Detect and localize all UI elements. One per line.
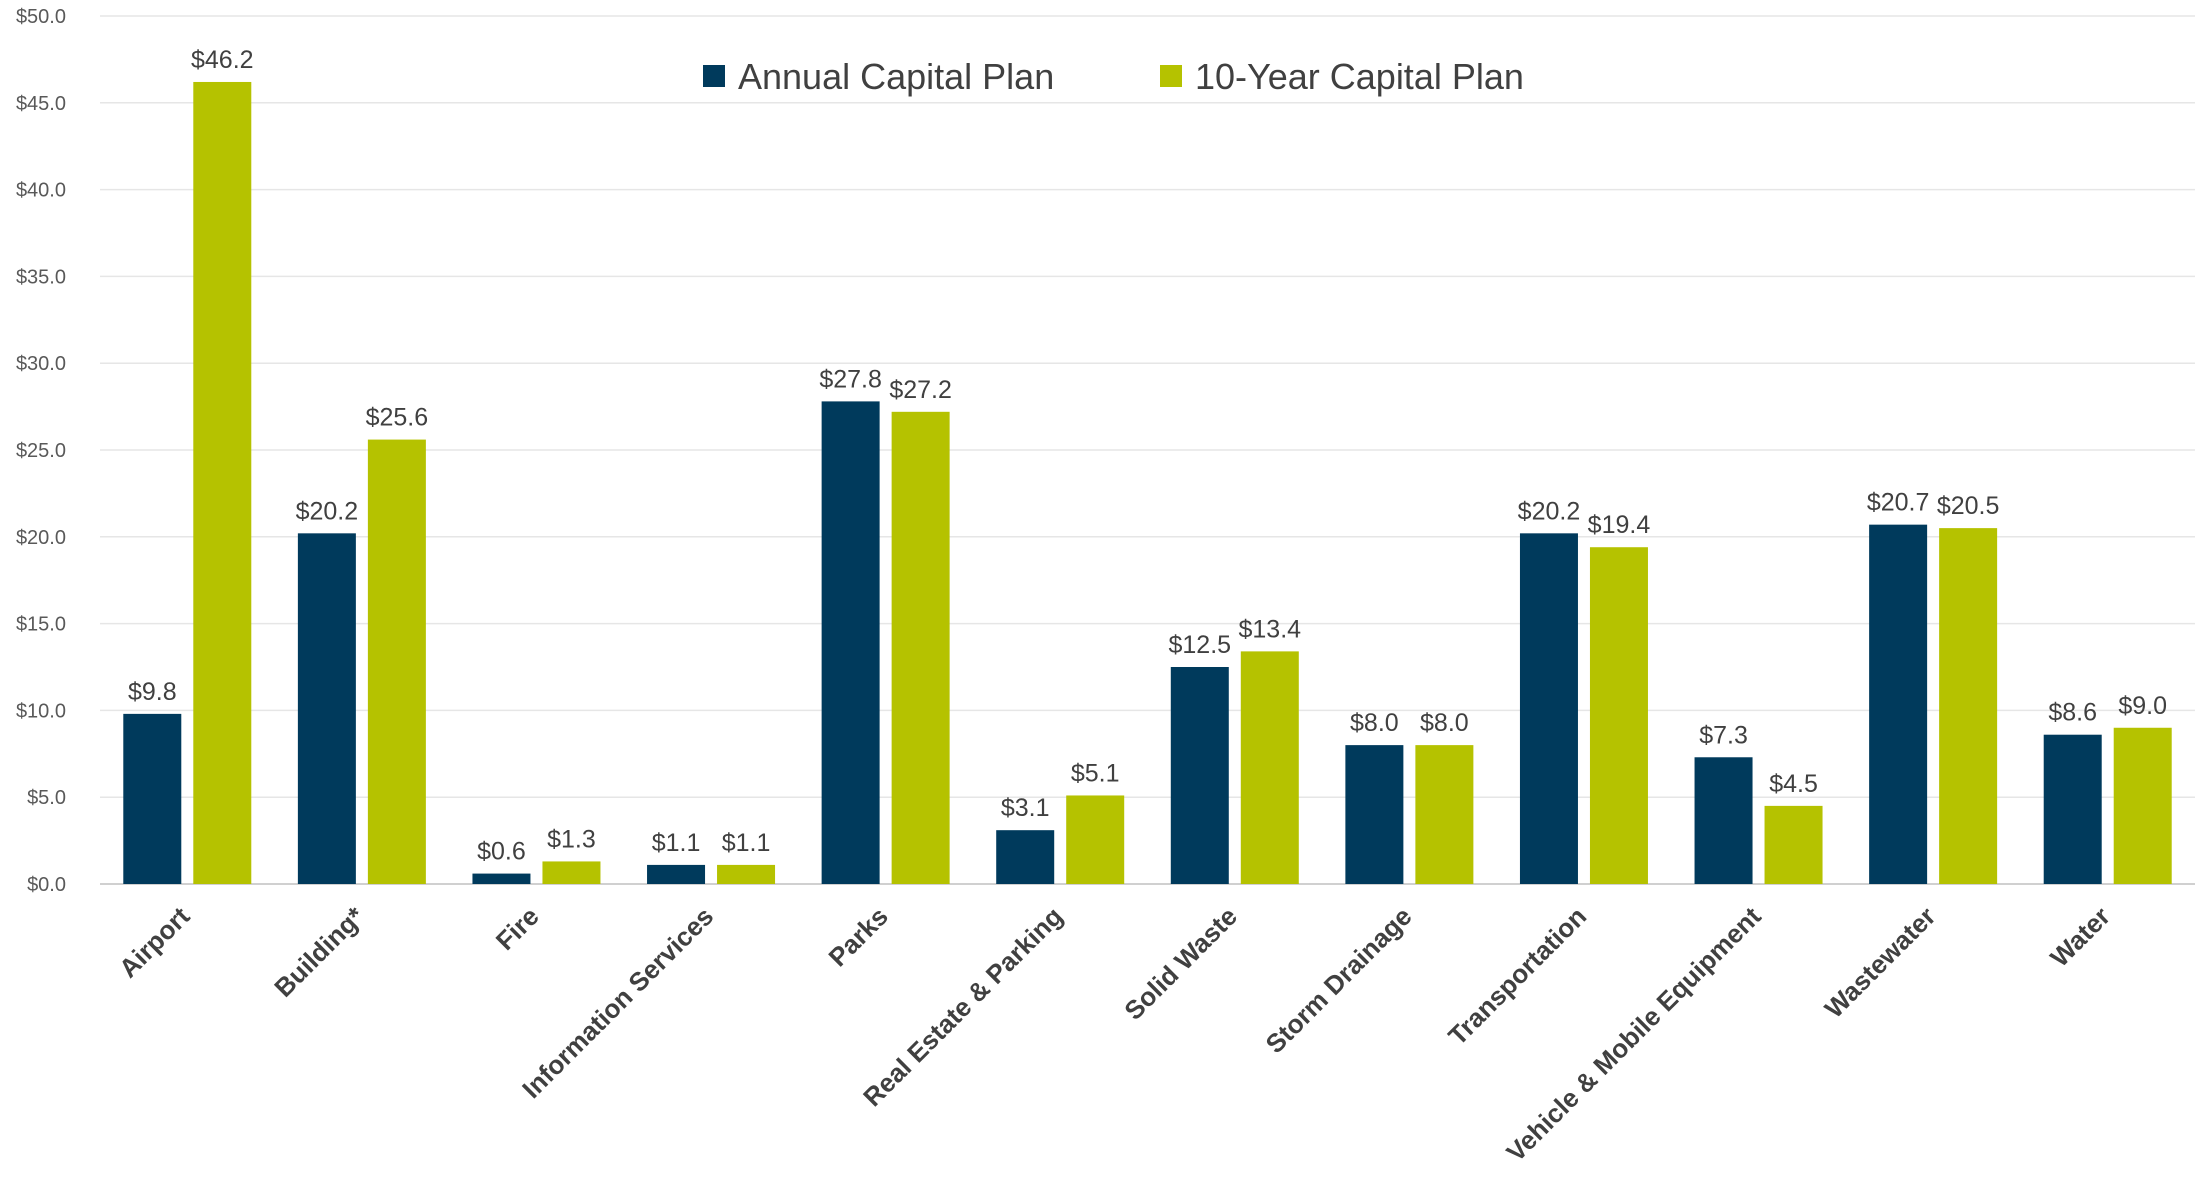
bar (996, 830, 1055, 884)
bar (2113, 727, 2172, 884)
legend-item: Annual Capital Plan (703, 56, 1054, 97)
bar (1345, 745, 1404, 884)
bar (1066, 795, 1125, 884)
y-tick-label: $40.0 (16, 180, 66, 202)
legend-swatch (703, 65, 725, 87)
data-label: $7.3 (1699, 721, 1748, 749)
x-tick-label: Real Estate & Parking (857, 901, 1068, 1112)
x-tick-label: Airport (113, 901, 196, 984)
bar (367, 439, 426, 884)
data-label: $4.5 (1769, 770, 1818, 798)
data-label: $1.1 (652, 829, 701, 857)
data-label: $9.8 (128, 678, 177, 706)
data-label: $46.2 (191, 46, 254, 74)
data-label: $27.8 (819, 365, 882, 393)
data-label: $9.0 (2118, 692, 2167, 720)
y-tick-label: $30.0 (16, 353, 66, 375)
y-tick-label: $15.0 (16, 614, 66, 636)
data-label: $20.2 (296, 497, 359, 525)
data-label: $8.0 (1420, 709, 1469, 737)
x-tick-label: Fire (490, 901, 545, 956)
y-tick-label: $0.0 (27, 874, 66, 896)
y-tick-label: $35.0 (16, 266, 66, 288)
data-label: $13.4 (1239, 615, 1302, 643)
bar (1589, 547, 1648, 884)
bar (2043, 734, 2102, 884)
bar (123, 713, 182, 884)
bar (1694, 757, 1753, 884)
x-tick-label: Storm Drainage (1260, 901, 1418, 1059)
bar (1939, 528, 1998, 884)
bar (1240, 651, 1299, 884)
x-tick-label: Water (2044, 901, 2116, 973)
legend-swatch (1160, 65, 1182, 87)
x-tick-label: Building* (268, 900, 371, 1003)
legend-label: 10-Year Capital Plan (1195, 56, 1524, 97)
bar (542, 861, 601, 884)
data-label: $12.5 (1169, 631, 1232, 659)
data-label: $1.1 (722, 829, 771, 857)
data-labels: $9.8 $46.2 $20.2 $25.6 $0.6 $1.3 $1.1 $1.1 $27.8… (128, 46, 2167, 866)
bars (123, 81, 2172, 884)
data-label: $8.0 (1350, 709, 1399, 737)
x-tick-label: Parks (823, 901, 894, 972)
data-label: $0.6 (477, 838, 526, 866)
bar (1869, 524, 1928, 884)
bar (891, 411, 950, 884)
y-tick-label: $45.0 (16, 93, 66, 115)
x-tick-label: Wastewater (1819, 901, 1942, 1024)
data-label: $5.1 (1071, 759, 1120, 787)
y-tick-label: $25.0 (16, 440, 66, 462)
y-tick-label: $10.0 (16, 700, 66, 722)
legend-label: Annual Capital Plan (738, 56, 1054, 97)
bar (472, 873, 531, 884)
data-label: $8.6 (2048, 699, 2097, 727)
y-tick-label: $20.0 (16, 527, 66, 549)
bar (821, 401, 880, 884)
legend: Annual Capital Plan 10-Year Capital Plan (703, 56, 1524, 97)
data-label: $20.7 (1867, 489, 1930, 517)
x-tick-label: Information Services (516, 901, 719, 1104)
data-label: $27.2 (889, 376, 952, 404)
data-label: $20.5 (1937, 492, 2000, 520)
bar (717, 864, 776, 884)
y-tick-label: $50.0 (16, 6, 66, 28)
x-tick-label: Transportation (1442, 901, 1592, 1051)
bar (1764, 805, 1823, 884)
bar (647, 864, 706, 884)
y-tick-label: $5.0 (27, 787, 66, 809)
bar (1519, 533, 1578, 884)
data-label: $20.2 (1518, 497, 1581, 525)
legend-item: 10-Year Capital Plan (1160, 56, 1524, 97)
data-label: $1.3 (547, 825, 596, 853)
data-label: $3.1 (1001, 794, 1050, 822)
bar (1415, 745, 1474, 884)
y-axis-ticks: $0.0 $5.0 $10.0 $15.0 $20.0 $25.0 $30.0 $35.0 $4… (16, 6, 66, 896)
bar (1170, 667, 1229, 884)
data-label: $25.6 (366, 404, 429, 432)
gridlines (100, 15, 2195, 885)
bar (193, 81, 252, 884)
data-label: $19.4 (1588, 511, 1651, 539)
x-tick-label: Solid Waste (1118, 901, 1243, 1026)
bar (297, 533, 356, 884)
